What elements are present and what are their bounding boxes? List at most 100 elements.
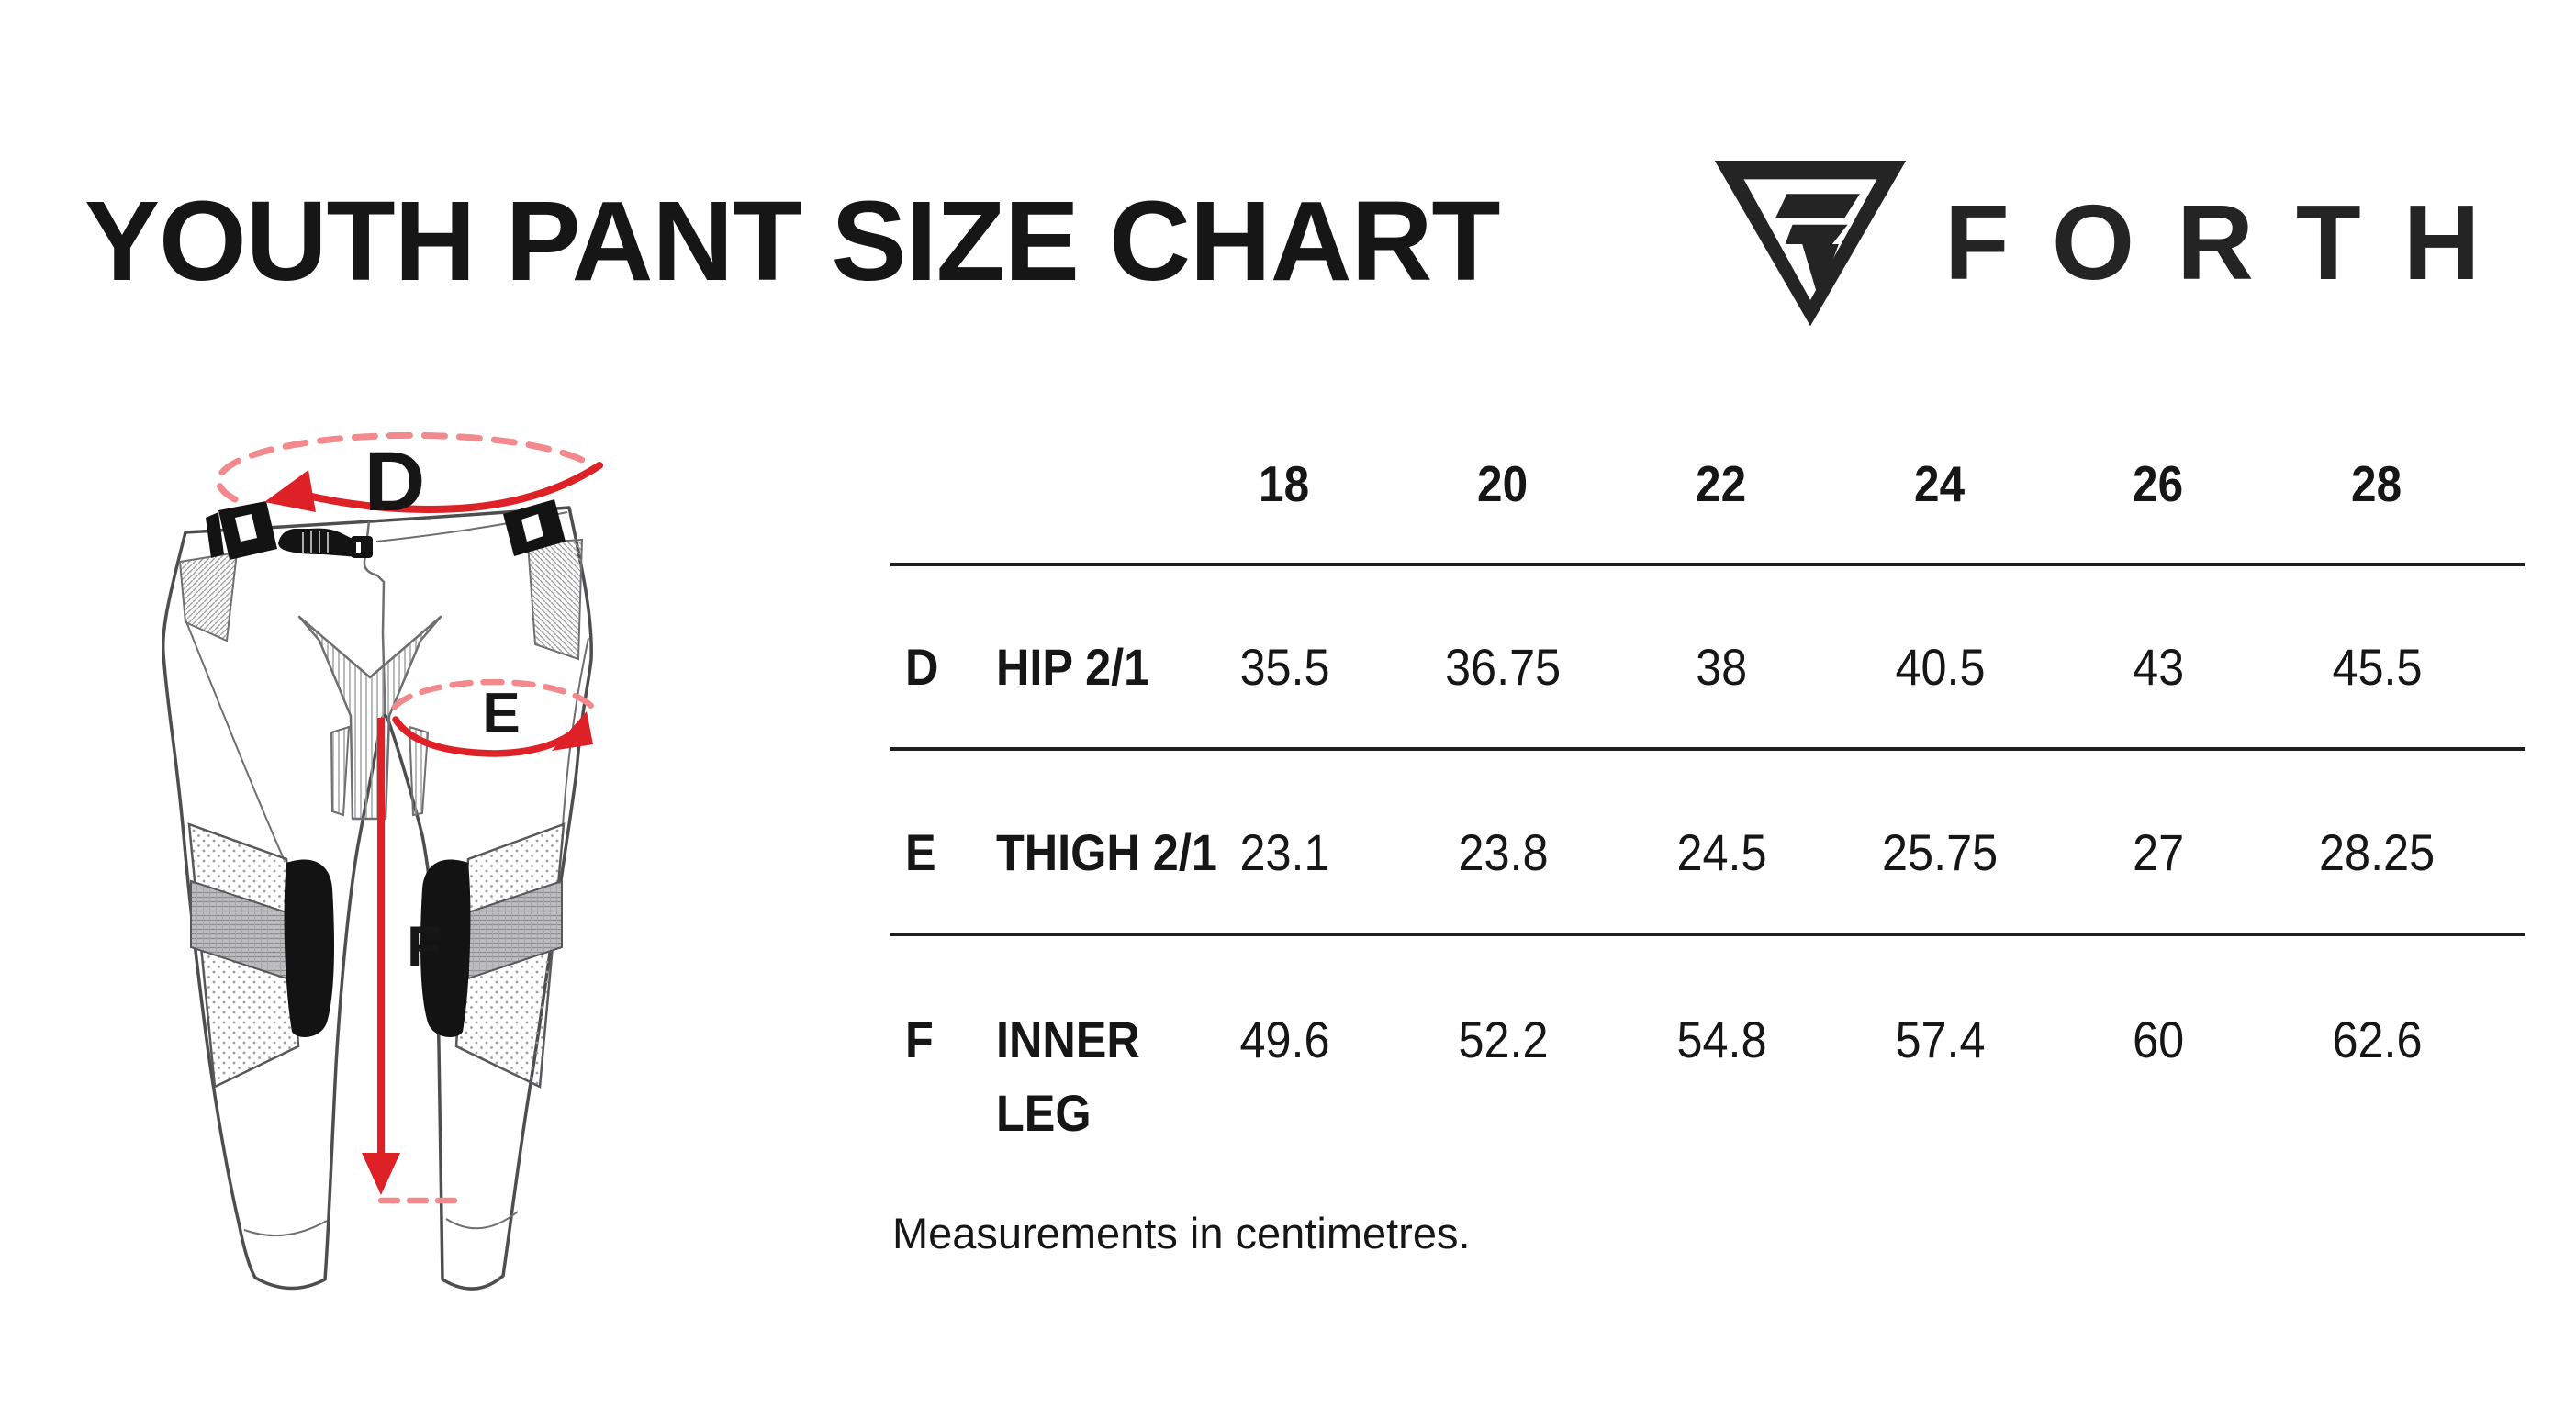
size-header-row: 18 20 22 24 26 28 <box>890 453 2486 514</box>
table-cell: 24.5 <box>1612 816 1831 889</box>
fly-seam <box>363 520 386 714</box>
thigh-measure-dashed-arc <box>391 678 599 714</box>
size-header-22: 22 <box>1696 455 1747 512</box>
table-cell: 36.75 <box>1394 631 1612 704</box>
cell-value: 62.6 <box>2331 1011 2423 1068</box>
units-footnote: Measurements in centimetres. <box>892 1209 1471 1257</box>
row-letter-text: F <box>905 1011 934 1068</box>
cell-value: 60 <box>2132 1011 2185 1068</box>
cell-value: 43 <box>2132 638 2185 696</box>
thigh-measure-arc <box>392 716 575 757</box>
row-label-text: INNER LEG <box>996 1011 1140 1142</box>
crotch-y-panel <box>297 615 442 821</box>
hip-measure-dashed-arc <box>215 431 591 503</box>
table-cell: 38 <box>1612 631 1831 704</box>
header-spacer-letter <box>890 453 996 514</box>
inner-thigh-strip-right <box>408 725 430 817</box>
forth-triangle-logo-icon <box>1714 161 1907 327</box>
waist-buckle-right-slot <box>521 514 543 542</box>
hip-measure-arc <box>304 462 603 514</box>
cell-value: 45.5 <box>2331 638 2423 696</box>
row-label: THIGH 2/1 <box>996 816 1217 889</box>
row-label-text: THIGH 2/1 <box>996 823 1217 881</box>
waist-strap-clip <box>351 536 373 558</box>
ankle-seam-right <box>445 1211 519 1230</box>
table-cell: 23.1 <box>1175 816 1394 889</box>
waist-buckle-left-slot <box>235 514 257 542</box>
row-letter: E <box>890 816 996 889</box>
cell-value: 27 <box>2132 823 2185 881</box>
row-letter-text: E <box>905 823 936 881</box>
size-column-header: 18 <box>1175 453 1394 514</box>
cell-value: 52.2 <box>1457 1011 1549 1068</box>
row-letter-text: D <box>905 638 939 696</box>
table-cell: 23.8 <box>1394 816 1612 889</box>
waist-strap-ribs <box>302 531 329 553</box>
waist-hatch-right <box>526 538 584 661</box>
header-spacer-label <box>996 453 1175 514</box>
table-cell: 43 <box>2049 631 2268 704</box>
size-column-header: 22 <box>1612 453 1831 514</box>
cell-value: 49.6 <box>1238 1011 1330 1068</box>
pant-measurement-diagram: D E F <box>161 431 603 1291</box>
left-thigh-seam <box>185 619 286 862</box>
size-header-24: 24 <box>1914 455 1966 512</box>
page-title: YOUTH PANT SIZE CHART <box>84 179 1501 305</box>
pants-outline <box>161 506 593 1291</box>
size-header-26: 26 <box>2133 455 2184 512</box>
table-cell: 49.6 <box>1175 1003 1394 1150</box>
size-header-18: 18 <box>1259 455 1310 512</box>
table-cell: 40.5 <box>1831 631 2049 704</box>
table-cell: 27 <box>2049 816 2268 889</box>
size-column-header: 20 <box>1394 453 1612 514</box>
knee-panel-right <box>420 859 471 1037</box>
inner-thigh-strip-left <box>330 725 351 817</box>
row-label: INNER LEG <box>996 1003 1175 1150</box>
size-column-header: 26 <box>2049 453 2268 514</box>
table-row-hip: D HIP 2/1 35.5 36.75 38 40.5 43 45.5 <box>890 631 2486 704</box>
row-label-text: HIP 2/1 <box>996 638 1150 696</box>
cell-value: 40.5 <box>1894 638 1986 696</box>
diagram-label-hip: D <box>364 435 425 529</box>
cell-value: 54.8 <box>1675 1011 1767 1068</box>
thigh-measure-arrowhead <box>552 711 593 751</box>
cell-value: 36.75 <box>1444 638 1562 696</box>
table-cell: 52.2 <box>1394 1003 1612 1150</box>
size-column-header: 24 <box>1831 453 2049 514</box>
size-header-28: 28 <box>2351 455 2402 512</box>
cell-value: 38 <box>1695 638 1748 696</box>
table-cell: 54.8 <box>1612 1003 1831 1150</box>
waist-strap-clip-slot <box>356 542 361 553</box>
hip-measure-arrowhead <box>264 470 316 512</box>
brand-wordmark: FORTH <box>1944 183 2523 302</box>
diagram-label-inner-leg: F <box>407 915 442 978</box>
table-cell: 45.5 <box>2268 631 2486 704</box>
table-divider <box>890 933 2525 936</box>
size-header-20: 20 <box>1477 455 1529 512</box>
table-row-thigh: E THIGH 2/1 23.1 23.8 24.5 25.75 27 28.2… <box>890 816 2486 889</box>
knee-panel-left <box>284 859 334 1037</box>
cell-value: 24.5 <box>1675 823 1767 881</box>
row-letter: F <box>890 1003 996 1150</box>
row-label: HIP 2/1 <box>996 631 1175 704</box>
ankle-seam-left <box>243 1220 328 1237</box>
table-row-inner-leg: F INNER LEG 49.6 52.2 54.8 57.4 60 62.6 <box>890 1003 2486 1150</box>
table-cell: 28.25 <box>2268 816 2486 889</box>
table-cell: 62.6 <box>2268 1003 2486 1150</box>
cell-value: 25.75 <box>1881 823 1999 881</box>
size-column-header: 28 <box>2268 453 2486 514</box>
cell-value: 28.25 <box>2318 823 2436 881</box>
cell-value: 23.1 <box>1238 823 1330 881</box>
table-divider <box>890 747 2525 751</box>
table-cell: 25.75 <box>1831 816 2049 889</box>
diagram-label-thigh: E <box>482 682 520 745</box>
waist-tab-left <box>206 512 224 558</box>
table-cell: 35.5 <box>1175 631 1394 704</box>
table-cell: 57.4 <box>1831 1003 2049 1150</box>
inner-leg-measure-arrowhead <box>362 1153 400 1195</box>
cell-value: 57.4 <box>1894 1011 1986 1068</box>
cell-value: 35.5 <box>1238 638 1330 696</box>
row-letter: D <box>890 631 996 704</box>
cell-value: 23.8 <box>1457 823 1549 881</box>
